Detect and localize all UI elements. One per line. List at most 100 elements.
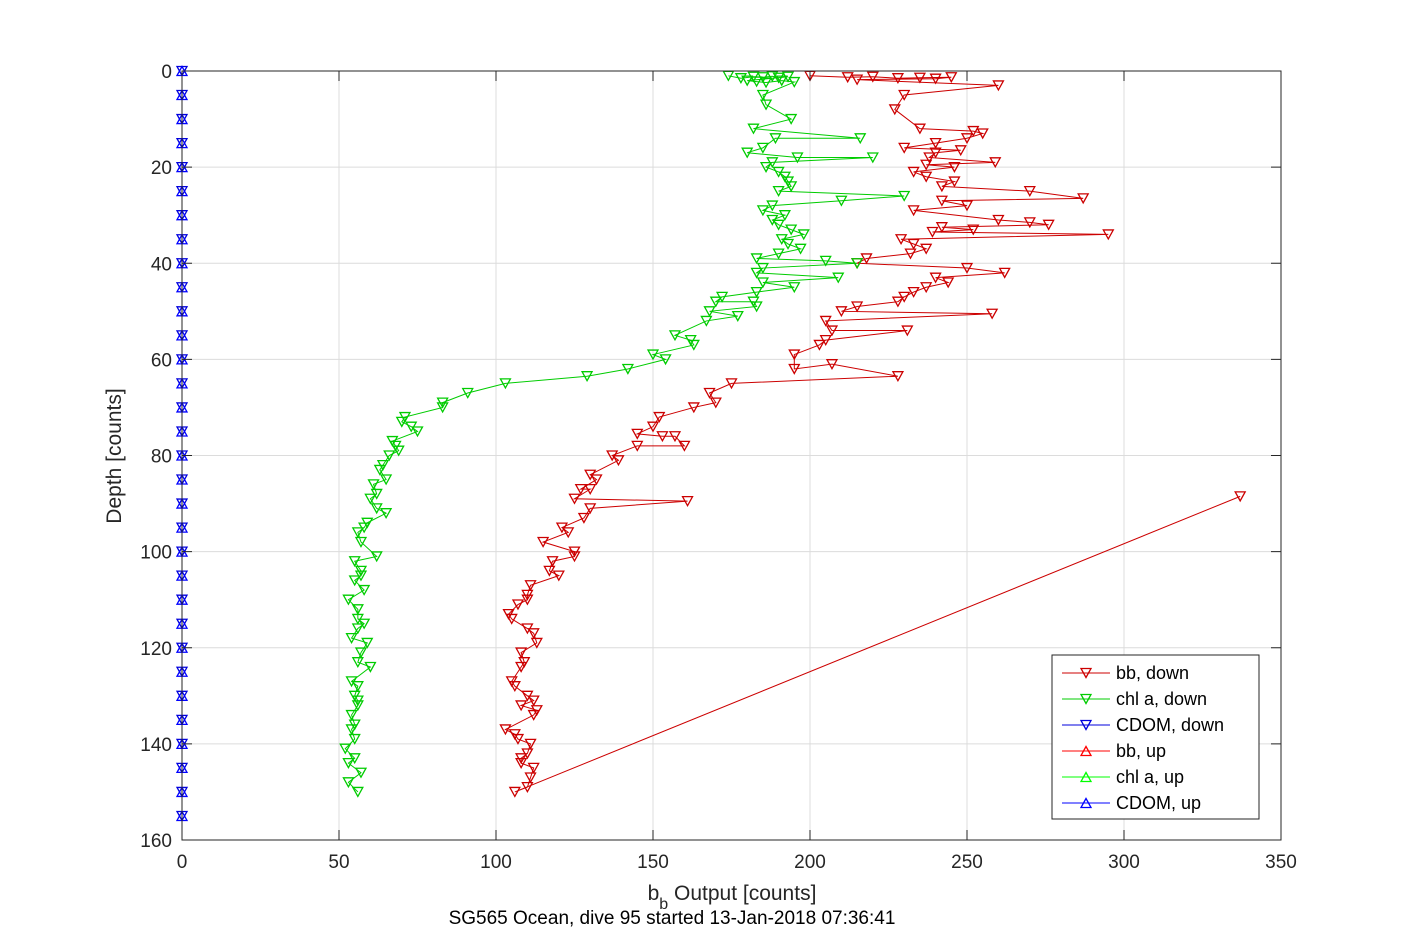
y-tick-label: 120 bbox=[140, 639, 172, 660]
data-point bbox=[580, 371, 594, 383]
data-point bbox=[703, 387, 716, 399]
legend-item: bb, down bbox=[1062, 663, 1189, 683]
data-point bbox=[515, 700, 528, 712]
data-point bbox=[515, 661, 528, 673]
data-point bbox=[568, 493, 581, 505]
legend-box bbox=[1051, 654, 1260, 820]
data-point bbox=[992, 214, 1005, 226]
data-point bbox=[785, 181, 798, 193]
data-point bbox=[954, 145, 967, 157]
data-point bbox=[345, 724, 358, 736]
x-axis-label-rest: Output [counts] bbox=[668, 882, 816, 905]
data-point bbox=[527, 709, 540, 721]
data-point bbox=[788, 349, 801, 361]
data-point bbox=[788, 76, 801, 88]
data-point bbox=[832, 272, 845, 284]
data-point bbox=[395, 416, 408, 428]
x-tick-label: 350 bbox=[1265, 852, 1297, 873]
data-point bbox=[898, 89, 911, 101]
x-axis-label-main: b bbox=[648, 882, 660, 905]
data-point bbox=[772, 186, 785, 197]
data-point bbox=[960, 262, 974, 274]
data-point bbox=[351, 681, 364, 693]
legend-marker bbox=[1079, 771, 1093, 783]
data-point bbox=[772, 72, 785, 84]
data-point bbox=[552, 570, 565, 582]
data-point bbox=[813, 339, 826, 351]
data-point bbox=[345, 632, 358, 644]
data-point bbox=[775, 75, 788, 87]
data-point bbox=[379, 474, 393, 486]
data-point bbox=[797, 229, 810, 241]
data-point bbox=[546, 556, 559, 568]
data-point bbox=[1042, 219, 1055, 231]
data-point bbox=[342, 594, 355, 606]
data-point bbox=[653, 411, 666, 423]
data-point bbox=[656, 431, 669, 443]
data-point bbox=[574, 483, 587, 495]
data-point bbox=[351, 700, 364, 712]
data-point bbox=[668, 330, 682, 342]
data-point bbox=[1077, 193, 1090, 205]
data-point bbox=[348, 556, 361, 568]
data-point bbox=[659, 354, 672, 366]
data-point bbox=[866, 71, 879, 83]
data-point bbox=[898, 142, 911, 154]
data-point bbox=[756, 142, 770, 154]
data-point bbox=[345, 709, 358, 721]
data-point bbox=[986, 308, 999, 320]
caption: SG565 Ocean, dive 95 started 13-Jan-2018… bbox=[449, 908, 896, 929]
data-point bbox=[568, 551, 581, 563]
data-point bbox=[929, 137, 942, 149]
data-point bbox=[339, 743, 352, 755]
data-point bbox=[1023, 217, 1036, 229]
x-tick-label: 100 bbox=[480, 852, 512, 873]
legend-marker bbox=[1079, 667, 1093, 679]
x-tick-label: 150 bbox=[637, 852, 669, 873]
data-point bbox=[901, 325, 914, 337]
data-point bbox=[631, 440, 644, 452]
data-point bbox=[741, 147, 754, 159]
data-point bbox=[612, 455, 625, 467]
data-point bbox=[759, 161, 773, 173]
y-tick-label: 80 bbox=[151, 447, 172, 468]
data-point bbox=[505, 613, 518, 625]
legend-marker bbox=[1079, 745, 1093, 757]
data-point bbox=[621, 363, 634, 375]
data-point bbox=[515, 757, 528, 769]
data-point bbox=[907, 205, 920, 217]
data-point bbox=[920, 171, 933, 183]
data-point bbox=[367, 479, 380, 491]
data-point bbox=[866, 152, 879, 164]
data-point bbox=[646, 421, 660, 433]
data-point bbox=[785, 224, 798, 236]
data-point bbox=[709, 397, 722, 409]
data-point bbox=[819, 255, 832, 267]
data-point bbox=[354, 767, 368, 779]
data-point bbox=[791, 152, 804, 164]
data-point bbox=[668, 431, 682, 443]
data-point bbox=[759, 77, 773, 89]
data-point bbox=[894, 234, 908, 246]
data-point bbox=[348, 733, 361, 745]
data-point bbox=[850, 258, 864, 270]
data-point bbox=[998, 267, 1011, 279]
data-point bbox=[835, 195, 848, 207]
data-point bbox=[524, 580, 537, 592]
y-tick-label: 40 bbox=[151, 254, 172, 275]
x-tick-label: 0 bbox=[177, 852, 188, 873]
data-point bbox=[527, 762, 540, 774]
x-tick-label: 250 bbox=[951, 852, 983, 873]
data-point bbox=[967, 224, 980, 236]
legend-item: bb, up bbox=[1062, 741, 1166, 761]
data-point bbox=[351, 623, 364, 635]
data-point bbox=[511, 733, 525, 745]
data-point bbox=[562, 527, 575, 539]
data-point bbox=[854, 133, 867, 145]
data-point bbox=[741, 75, 754, 87]
data-point bbox=[935, 181, 948, 193]
legend-label: CDOM, down bbox=[1116, 715, 1224, 735]
legend-label: chl a, down bbox=[1116, 689, 1207, 709]
data-point bbox=[920, 159, 933, 171]
data-point bbox=[342, 777, 355, 789]
